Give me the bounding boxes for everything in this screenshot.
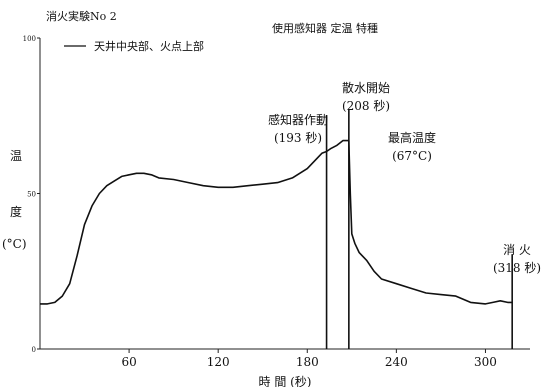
event-label-time: (193 秒) (274, 131, 322, 145)
legend-label: 天井中央部、火点上部 (94, 39, 204, 53)
axes: 60 120 180 240 300 100 50 0 温度 (°C) 時 間 (秒) (2, 35, 530, 387)
series-layer (40, 139, 513, 305)
series-line (40, 139, 513, 305)
peak-value-label: (67°C) (392, 149, 432, 163)
header: 消火実験No 2 使用感知器 定温 特種 天井中央部、火点上部 (46, 9, 378, 53)
y-axis-label: (°C) (2, 237, 27, 251)
x-tick-label: 240 (385, 355, 408, 369)
y-axis-label: 度 (10, 204, 22, 219)
x-tick-label: 300 (474, 355, 497, 369)
x-tick-label: 120 (207, 355, 230, 369)
chart-subtitle: 使用感知器 定温 特種 (272, 21, 378, 35)
event-label: 感知器作動 (268, 112, 328, 127)
y-axis-label: 温 (10, 149, 22, 163)
x-axis-label: 時 間 (秒) (259, 375, 312, 387)
x-tick-label: 60 (121, 355, 136, 369)
marker-layer (325, 110, 513, 349)
y-tick-label: 50 (27, 191, 36, 199)
chart-title: 消火実験No 2 (46, 9, 117, 23)
event-label-time: (208 秒) (342, 99, 390, 113)
y-tick-label: 100 (23, 35, 36, 43)
event-label-time: (318 秒) (493, 261, 541, 275)
y-tick-label: 0 (32, 346, 36, 354)
label-layer: 感知器作動 (193 秒) 散水開始 (208 秒) 消 火 (318 秒) 最高温度 (67… (268, 80, 541, 275)
event-label: 散水開始 (342, 80, 390, 95)
event-label: 消 火 (503, 243, 531, 257)
peak-label: 最高温度 (388, 130, 436, 145)
x-tick-label: 180 (296, 355, 319, 369)
